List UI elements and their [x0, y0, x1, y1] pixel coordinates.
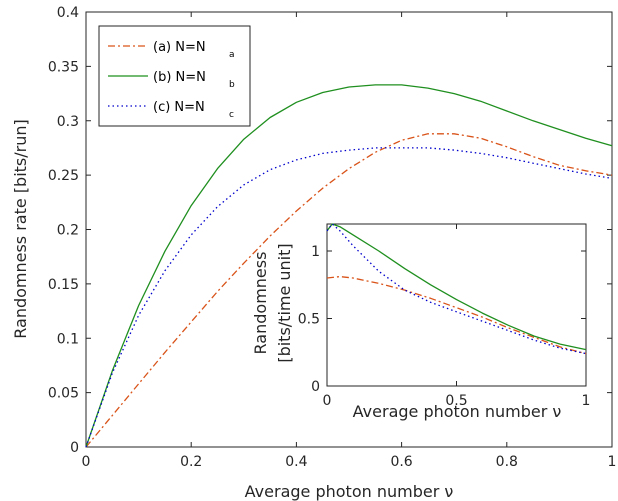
main-series-lines — [85, 84, 613, 448]
inset-y-tick-label: 0.5 — [298, 312, 320, 328]
inset-series-line-c — [326, 223, 587, 355]
inset-axes: 0 0.5 1 00.51 Average photon number ν Rand… — [251, 223, 591, 421]
main-series-line-b — [85, 84, 613, 448]
main-y-tick-label: 0.4 — [57, 5, 79, 21]
legend-items: (a) N=N a (b) N=N b (c) N=N c — [108, 40, 235, 120]
inset-series-line-a — [326, 275, 587, 355]
main-y-tick-label: 0.2 — [57, 223, 79, 239]
legend-label-subscript-c: c — [229, 110, 234, 120]
inset-y-ticks: 00.51 — [298, 244, 586, 395]
main-y-tick-label: 0.25 — [48, 168, 79, 184]
main-x-axis-label: Average photon number ν — [245, 482, 454, 501]
legend-label-subscript-a: a — [229, 50, 235, 60]
legend: (a) N=N a (b) N=N b (c) N=N c — [98, 25, 251, 127]
legend-label-a: (a) N=N — [153, 40, 206, 55]
main-y-axis-label: Randomness rate [bits/run] — [11, 119, 30, 339]
main-y-tick-label: 0.1 — [57, 331, 79, 347]
inset-series-lines — [326, 223, 587, 355]
legend-label-b: (b) N=N — [153, 70, 206, 85]
main-x-tick-label: 0 — [82, 454, 91, 470]
main-x-tick-label: 0.6 — [390, 454, 412, 470]
main-y-tick-label: 0.05 — [48, 386, 79, 402]
inset-series-line-b — [326, 223, 587, 351]
inset-x-ticks: 0 0.5 1 — [323, 224, 591, 409]
inset-y-tick-label: 0 — [311, 379, 320, 395]
main-y-ticks: 0 0.05 0.1 0.15 0.2 0.25 0.3 0.35 0.4 — [48, 5, 612, 456]
inset-y-tick-label: 1 — [311, 244, 320, 260]
main-x-tick-label: 1 — [608, 454, 617, 470]
inset-x-tick-label: 0.5 — [445, 393, 467, 409]
main-series-line-a — [85, 133, 613, 448]
main-x-tick-label: 0.4 — [285, 454, 307, 470]
inset-y-axis-label: Randomness — [251, 252, 270, 355]
main-x-tick-label: 0.8 — [496, 454, 518, 470]
inset-y-axis-label-unit: [bits/time unit] — [275, 243, 294, 362]
inset-plot-frame — [326, 223, 587, 387]
inset-x-tick-label: 0 — [323, 393, 332, 409]
main-y-tick-label: 0.3 — [57, 114, 79, 130]
main-y-tick-label: 0.35 — [48, 59, 79, 75]
legend-label-c: (c) N=N — [153, 100, 205, 115]
inset-x-tick-label: 1 — [582, 393, 591, 409]
main-x-ticks: 0 0.2 0.4 0.6 0.8 1 — [82, 12, 617, 470]
main-y-tick-label: 0.15 — [48, 277, 79, 293]
main-x-tick-label: 0.2 — [180, 454, 202, 470]
main-y-tick-label: 0 — [70, 440, 79, 456]
legend-label-subscript-b: b — [229, 80, 235, 90]
main-series-line-c — [85, 147, 613, 448]
inset-x-axis-label: Average photon number ν — [353, 402, 562, 421]
